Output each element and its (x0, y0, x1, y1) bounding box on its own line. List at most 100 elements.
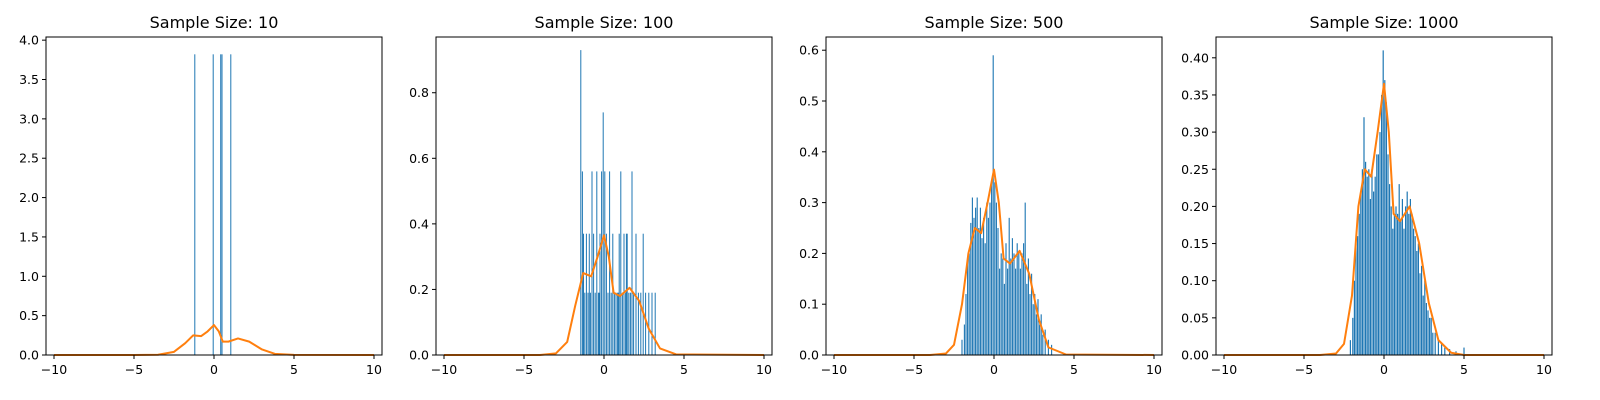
histogram-bar (989, 202, 991, 355)
histogram-bar (212, 54, 214, 355)
histogram-bar (585, 233, 587, 355)
histogram-bar (588, 233, 590, 355)
histogram-bar (1421, 265, 1423, 355)
histogram-bar (629, 292, 631, 355)
histogram-bar (620, 171, 622, 355)
y-tick-label: 1.5 (19, 229, 39, 244)
histogram-bar (1384, 80, 1386, 355)
histogram-bar (1379, 132, 1381, 355)
histogram-bar (1427, 310, 1429, 355)
histogram-bar (979, 207, 981, 355)
histogram-bar (1003, 283, 1005, 355)
histogram-bar (602, 112, 604, 356)
histogram-bar (1352, 317, 1354, 355)
histogram-bar (961, 339, 963, 355)
histogram-bar (654, 292, 656, 355)
histogram-bar (1376, 154, 1378, 355)
x-tick-label: 5 (1070, 362, 1078, 377)
histogram-bar (1035, 314, 1037, 355)
histogram-bar (591, 171, 593, 355)
histogram-bar (1040, 314, 1042, 355)
histogram-bar (1406, 191, 1408, 355)
histogram-bar (981, 238, 983, 355)
x-tick-label: 10 (756, 362, 772, 377)
x-tick-label: −5 (905, 362, 923, 377)
axes-frame (825, 36, 1163, 356)
x-tick-label: −10 (1211, 362, 1237, 377)
x-tick-label: 0 (600, 362, 608, 377)
histogram-bar (230, 54, 232, 355)
histogram-bar (995, 202, 997, 355)
kde-line (834, 168, 1155, 356)
y-tick-label: 3.5 (19, 72, 39, 87)
x-tick-label: −5 (1295, 362, 1313, 377)
histogram-bar (1361, 169, 1363, 355)
histogram-bar (610, 292, 612, 355)
histogram-bar (612, 233, 614, 355)
histogram-bar (1007, 268, 1009, 355)
x-tick-label: −10 (41, 362, 67, 377)
histogram-bar (1349, 340, 1351, 355)
y-tick-label: 1.0 (19, 269, 39, 284)
y-tick-label: 0.4 (799, 144, 819, 159)
histogram-bar (1382, 50, 1384, 356)
histogram-bar (1371, 169, 1373, 355)
y-tick-label: 0.8 (409, 85, 429, 100)
histogram-bar (587, 292, 589, 355)
histogram-bar (965, 294, 967, 355)
histogram-bar (1363, 117, 1365, 356)
histogram-bar (1417, 243, 1419, 355)
histogram-bar (1019, 268, 1021, 355)
histogram-bar (1444, 347, 1446, 355)
subplot-title: Sample Size: 10 (150, 13, 279, 32)
subplot-title: Sample Size: 500 (925, 13, 1064, 32)
histogram-bar (1042, 334, 1044, 355)
histogram-bar (973, 217, 975, 355)
subplot-title: Sample Size: 100 (535, 13, 674, 32)
histogram-bar (975, 207, 977, 355)
histogram-bar (1016, 243, 1018, 355)
histogram-bar (1398, 184, 1400, 355)
histogram-bar (1430, 317, 1432, 355)
histogram-bar (1369, 198, 1371, 355)
histogram-bar (1413, 228, 1415, 355)
histogram-bar (604, 171, 606, 355)
y-tick-label: 3.0 (19, 111, 39, 126)
histogram-bar (992, 55, 994, 355)
histogram-bar (1037, 299, 1039, 355)
histogram-bar (1434, 332, 1436, 355)
x-tick-label: 10 (1146, 362, 1162, 377)
histogram-bar (593, 233, 595, 355)
histogram-bar (1034, 294, 1036, 355)
histogram-bar (625, 292, 627, 355)
histogram-bar (618, 233, 620, 355)
histogram-bar (1411, 213, 1413, 355)
y-tick-label: 0.6 (799, 43, 819, 58)
histogram-bar (1011, 238, 1013, 355)
histogram-bar (1357, 236, 1359, 355)
x-tick-label: 5 (290, 362, 298, 377)
histogram-bar (967, 258, 969, 355)
histogram-bar (601, 171, 603, 355)
histogram-bar (963, 324, 965, 355)
y-tick-label: 0.3 (799, 195, 819, 210)
histogram-bar (1403, 228, 1405, 355)
axes-frame (435, 36, 773, 356)
histogram-bar (1395, 206, 1397, 355)
histogram-bar (194, 54, 196, 355)
histogram-bar (976, 197, 978, 355)
histogram-bar (635, 233, 637, 355)
x-tick-label: 10 (1536, 362, 1552, 377)
histogram-bar (220, 54, 222, 355)
histogram-bar (623, 233, 625, 355)
histogram-bar (1400, 221, 1402, 355)
histogram-bar (1000, 253, 1002, 355)
kde-line (444, 234, 765, 356)
y-tick-label: 0.6 (409, 151, 429, 166)
histogram-bar (1401, 198, 1403, 355)
histogram-bar (605, 233, 607, 355)
histogram-bar (984, 243, 986, 355)
x-tick-label: −5 (515, 362, 533, 377)
histogram-bar (1021, 253, 1023, 355)
